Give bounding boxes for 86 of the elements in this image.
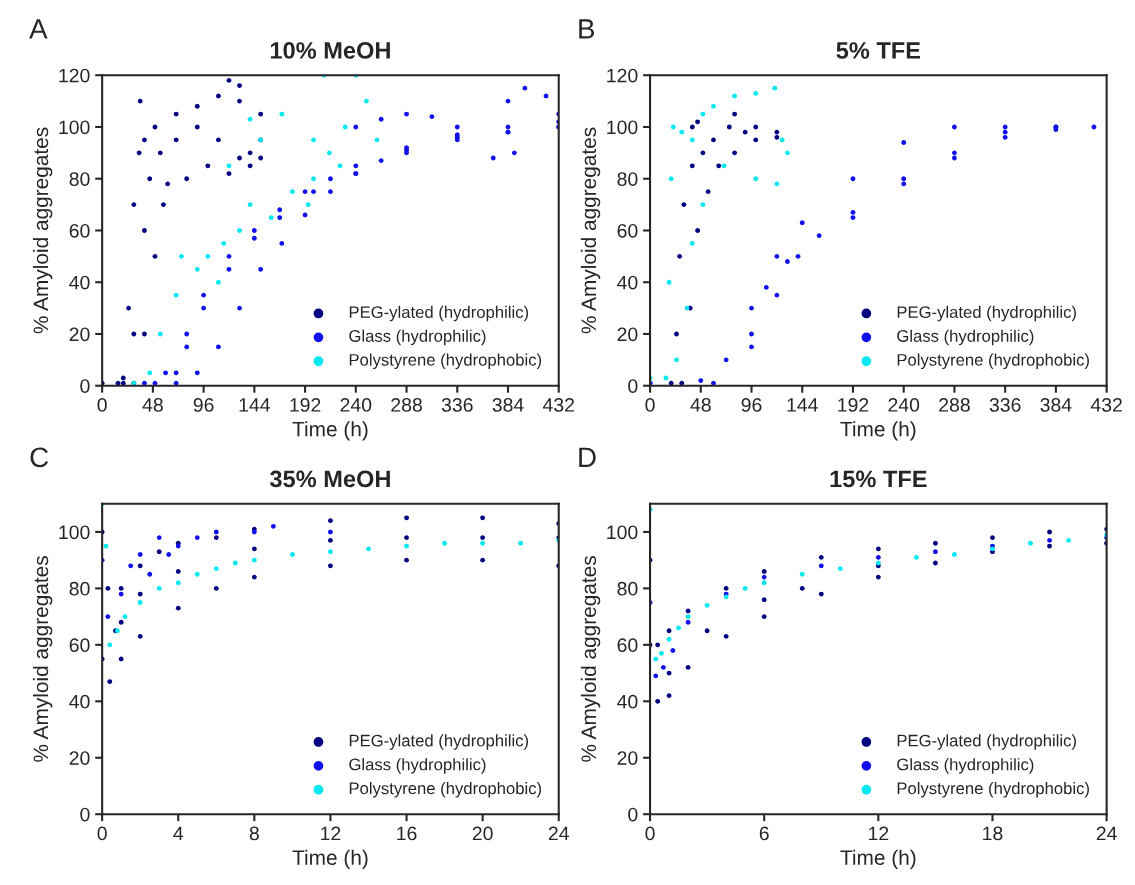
legend-label: Glass (hydrophilic) [897, 329, 1034, 346]
x-axis-title: Time (h) [292, 421, 368, 441]
x-tick-label: 384 [1040, 398, 1072, 412]
y-tick-label: 20 [69, 327, 90, 342]
text: A [29, 19, 48, 39]
y-tick-label: 40 [69, 694, 90, 709]
x-tick-label: 336 [441, 398, 473, 412]
x-tick-label: 144 [787, 398, 818, 412]
x-tick-label: 288 [939, 398, 970, 412]
x-tick-label: 4 [173, 826, 184, 841]
x-axis-title: Time (h) [840, 849, 916, 870]
legend-label: Glass (hydrophilic) [349, 329, 486, 346]
y-tick-label: 80 [617, 172, 638, 186]
legend-label: Polystyrene (hydrophobic) [897, 353, 1089, 370]
y-tick-label: 20 [617, 751, 638, 765]
legend-label: Polystyrene (hydrophobic) [349, 782, 542, 798]
x-tick-label: 288 [391, 398, 422, 412]
y-tick-label: 60 [617, 223, 638, 238]
y-axis-title: % Amyloid aggregates [32, 556, 53, 762]
x-tick-label: 24 [548, 826, 569, 841]
y-tick-label: 120 [607, 68, 638, 83]
x-tick-label: 96 [741, 398, 762, 412]
x-tick-label: 192 [838, 398, 869, 412]
x-tick-label: 48 [142, 398, 163, 412]
x-tick-label: 0 [97, 826, 107, 841]
legend-label: PEG-ylated (hydrophilic) [897, 734, 1076, 750]
chart-title: 5% TFE [836, 42, 921, 59]
x-tick-label: 336 [989, 398, 1021, 412]
x-tick-label: 24 [1096, 826, 1117, 841]
y-tick-label: 20 [617, 327, 638, 342]
y-tick-label: 100 [59, 525, 90, 540]
y-tick-label: 60 [69, 223, 90, 238]
x-tick-label: 96 [193, 398, 214, 412]
y-tick-label: 60 [69, 638, 90, 653]
x-tick-label: 240 [888, 398, 920, 412]
text: D [579, 447, 596, 467]
legend-label: Polystyrene (hydrophobic) [349, 353, 542, 370]
y-axis-title: % Amyloid aggregates [32, 127, 53, 334]
chart-title: 10% MeOH [270, 42, 390, 59]
y-tick-label: 20 [69, 751, 90, 765]
y-tick-label: 40 [69, 275, 90, 290]
y-tick-label: 0 [628, 807, 638, 822]
legend-label: Polystyrene (hydrophobic) [897, 782, 1089, 798]
x-tick-label: 12 [869, 826, 889, 841]
y-tick-label: 80 [69, 581, 90, 596]
x-tick-label: 16 [397, 826, 417, 841]
legend-label: Glass (hydrophilic) [897, 758, 1034, 774]
y-axis-title: % Amyloid aggregates [580, 556, 601, 762]
text: B [579, 19, 595, 39]
y-tick-label: 80 [69, 172, 90, 186]
y-tick-label: 100 [607, 120, 638, 135]
legend-label: PEG-ylated (hydrophilic) [349, 734, 529, 750]
x-axis-title: Time (h) [840, 421, 916, 441]
y-tick-label: 100 [59, 120, 90, 135]
x-tick-label: 0 [645, 826, 655, 841]
y-tick-label: 40 [617, 694, 638, 709]
x-tick-label: 18 [983, 826, 1003, 841]
x-tick-label: 8 [249, 826, 259, 841]
y-axis-title: % Amyloid aggregates [580, 127, 601, 334]
x-tick-label: 12 [321, 826, 341, 841]
x-tick-label: 240 [340, 398, 372, 412]
y-tick-label: 40 [617, 275, 638, 290]
x-tick-label: 432 [542, 398, 574, 412]
x-tick-label: 48 [690, 398, 711, 412]
x-tick-label: 20 [472, 826, 493, 841]
legend-label: PEG-ylated (hydrophilic) [897, 305, 1076, 322]
x-tick-label: 192 [290, 398, 321, 412]
y-tick-label: 60 [617, 638, 638, 653]
y-tick-label: 120 [59, 68, 90, 83]
y-tick-label: 0 [80, 807, 90, 822]
y-tick-label: 0 [80, 379, 90, 393]
x-tick-label: 6 [759, 826, 769, 841]
x-tick-label: 0 [645, 398, 655, 412]
x-tick-label: 384 [492, 398, 524, 412]
y-tick-label: 80 [617, 581, 638, 596]
x-tick-label: 432 [1090, 398, 1122, 412]
chart-title: 35% MeOH [269, 470, 390, 488]
legend-label: PEG-ylated (hydrophilic) [349, 305, 529, 322]
chart-title: 15% TFE [830, 470, 927, 488]
y-tick-label: 100 [607, 525, 638, 540]
x-axis-title: Time (h) [292, 849, 368, 870]
text: C [30, 447, 49, 468]
y-tick-label: 0 [628, 379, 638, 393]
legend-label: Glass (hydrophilic) [349, 758, 486, 774]
x-tick-label: 144 [239, 398, 270, 412]
x-tick-label: 0 [97, 398, 107, 412]
